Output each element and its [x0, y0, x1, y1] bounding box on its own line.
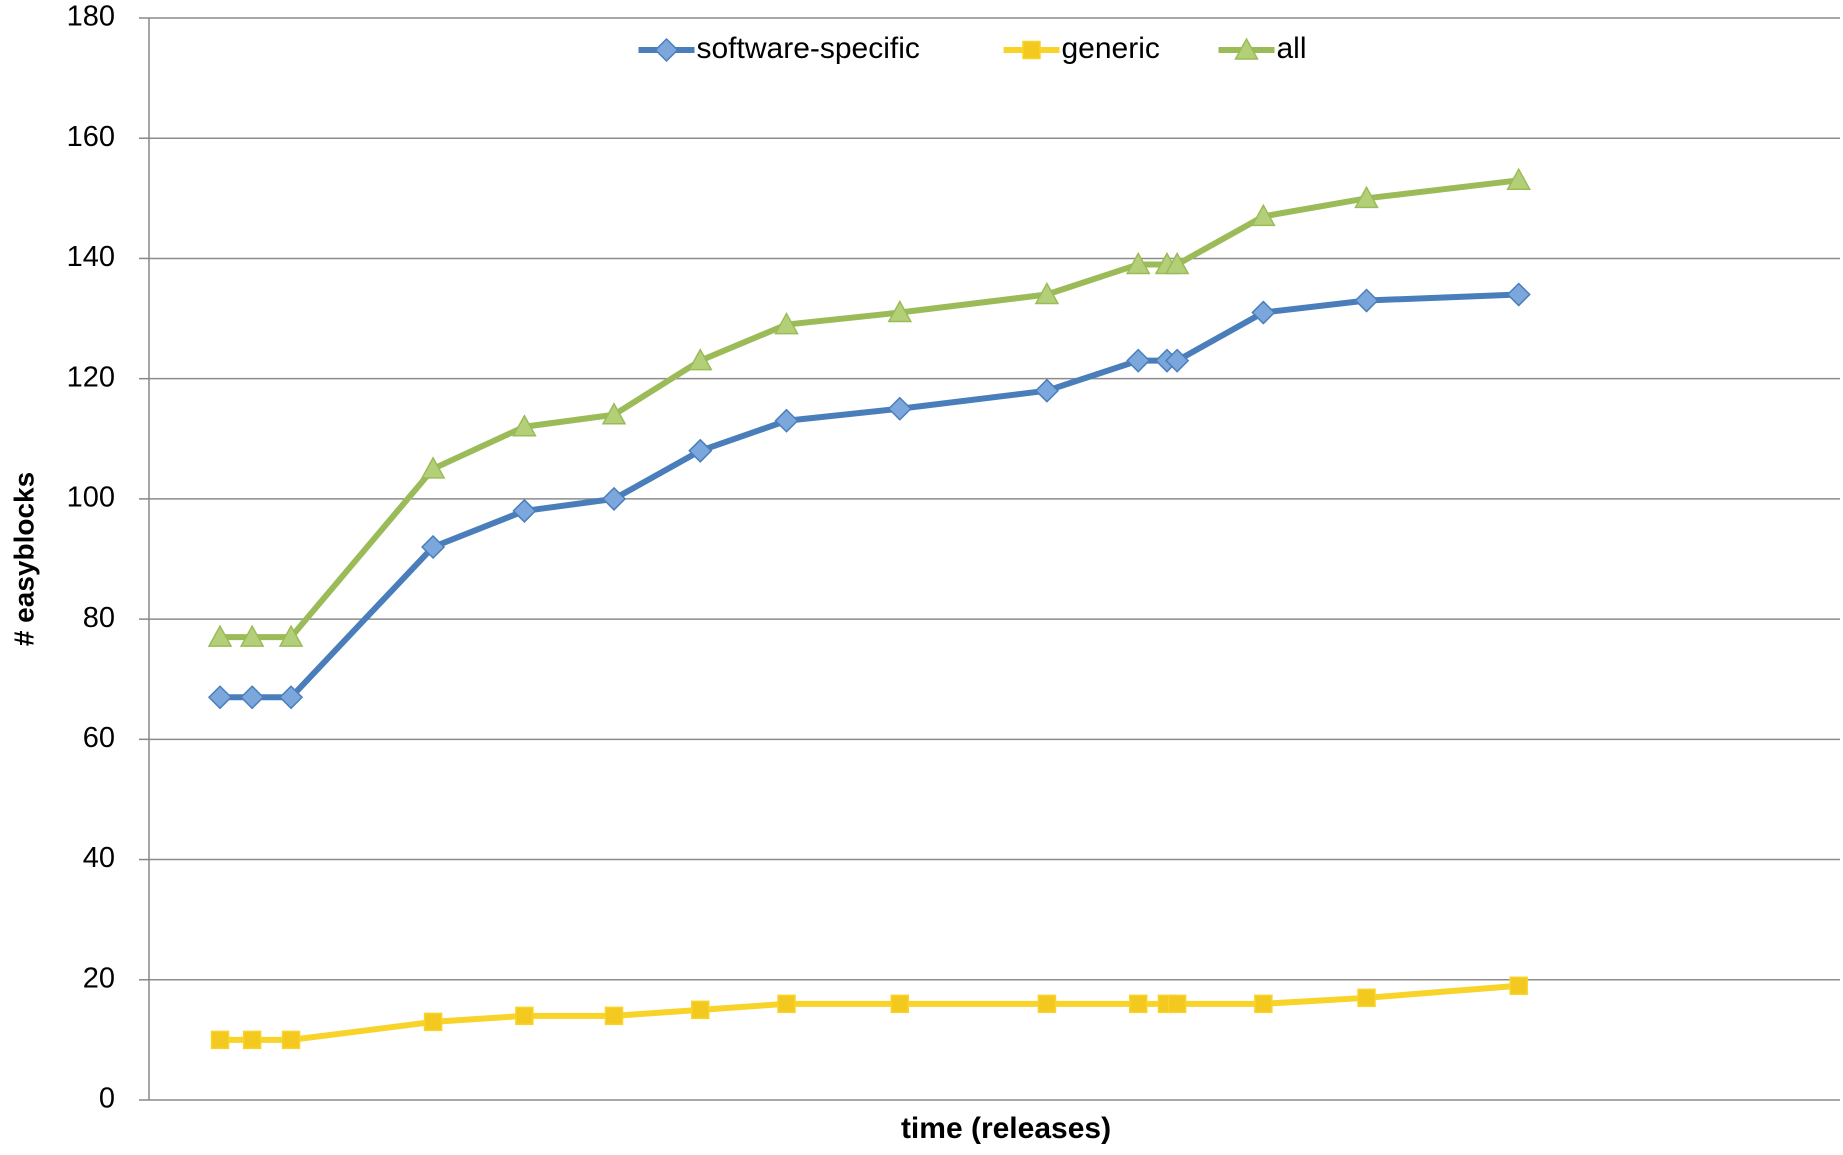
data-point [692, 1001, 709, 1018]
data-point [778, 995, 795, 1012]
series-line [220, 986, 1519, 1040]
data-point [1169, 995, 1186, 1012]
data-point [1508, 284, 1530, 306]
data-point [425, 1013, 442, 1030]
legend-label: all [1277, 32, 1307, 65]
data-point [212, 1031, 229, 1048]
data-point [516, 1007, 533, 1024]
data-point [1130, 995, 1147, 1012]
data-point [513, 500, 535, 522]
y-tick-label: 160 [67, 121, 115, 153]
data-point [1356, 290, 1378, 312]
data-point [209, 686, 231, 708]
legend-marker [1023, 42, 1040, 59]
data-point [1358, 989, 1375, 1006]
x-axis-label: time (releases) [901, 1112, 1111, 1145]
series-line [220, 295, 1519, 698]
y-tick-label: 60 [83, 722, 115, 754]
y-tick-label: 40 [83, 842, 115, 874]
data-point [244, 1031, 261, 1048]
data-point [1127, 350, 1149, 372]
y-tick-label: 180 [67, 1, 115, 33]
data-point [889, 398, 911, 420]
data-point [606, 1007, 623, 1024]
data-point [1036, 380, 1058, 402]
y-tick-label: 80 [83, 602, 115, 634]
y-tick-label: 100 [67, 482, 115, 514]
data-point [1510, 977, 1527, 994]
data-point [1038, 995, 1055, 1012]
y-tick-label: 0 [99, 1083, 115, 1115]
y-axis-label: # easyblocks [8, 472, 39, 646]
legend-label: software-specific [697, 32, 920, 65]
data-point [776, 410, 798, 432]
data-point [283, 1031, 300, 1048]
page: {"chart_data": {"type": "line", "y_label… [0, 0, 1843, 1150]
data-point [1255, 995, 1272, 1012]
legend-marker [656, 39, 678, 61]
y-tick-label: 140 [67, 241, 115, 273]
chart: time (releases) # easyblocks 0 20 40 60 80 10… [0, 0, 1843, 1150]
legend-label: generic [1062, 32, 1160, 65]
y-tick-label: 120 [67, 361, 115, 393]
data-point [241, 686, 263, 708]
y-tick-label: 20 [83, 962, 115, 994]
data-point [891, 995, 908, 1012]
